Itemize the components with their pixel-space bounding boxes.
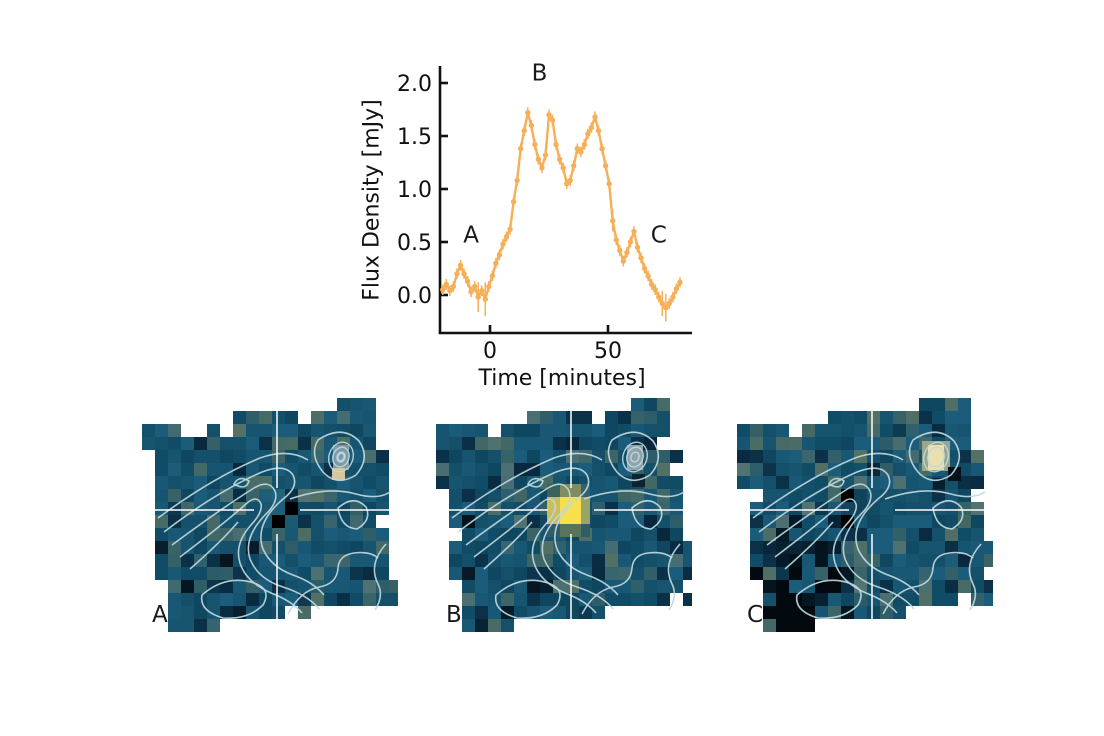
corner-ring	[922, 441, 950, 473]
annotation-c: C	[651, 223, 667, 249]
map-panel-c: C	[737, 398, 997, 642]
panel-label-a: A	[152, 602, 168, 628]
contour-lines	[451, 431, 685, 620]
corner-ring	[630, 451, 640, 463]
map-panel-b-image	[436, 398, 696, 632]
contour-lines	[157, 431, 391, 620]
contour-lines	[752, 431, 986, 620]
lightcurve-plot: 0.0 0.5 1.0 1.5 2.0 0 50 A B C	[340, 40, 710, 400]
map-panel-a-image	[142, 398, 402, 632]
panel-label-b: B	[446, 602, 462, 628]
y-axis-label: Flux Density [mJy]	[359, 99, 385, 301]
crosshair	[154, 403, 392, 620]
flux-series-markers	[440, 109, 683, 311]
x-tick-label: 0	[483, 339, 497, 364]
corner-ring	[332, 446, 350, 468]
map-panel-b: B	[436, 398, 696, 642]
y-tick-label: 2.0	[397, 72, 432, 97]
corner-ring	[337, 452, 345, 462]
panel-label-c: C	[747, 602, 764, 628]
errorbars	[442, 107, 681, 322]
map-panel-c-image	[737, 398, 997, 632]
corner-ring	[336, 451, 346, 463]
y-tick-label: 1.0	[397, 178, 432, 203]
x-tick-label: 50	[594, 339, 622, 364]
pixel-grid	[142, 398, 402, 632]
corner-ring	[327, 441, 355, 473]
flux-series-line	[441, 111, 682, 309]
crosshair	[749, 403, 987, 620]
y-tick-label: 0.0	[397, 284, 432, 309]
lightcurve-svg: 0.0 0.5 1.0 1.5 2.0 0 50 A B C	[397, 60, 692, 364]
corner-ring	[927, 446, 945, 468]
annotation-b: B	[532, 60, 548, 86]
y-tick-label: 0.5	[397, 231, 432, 256]
crosshair	[448, 403, 686, 620]
annotation-a: A	[463, 223, 479, 249]
map-panel-a: A	[142, 398, 402, 642]
x-axis-label: Time [minutes]	[478, 366, 646, 391]
pixel-grid	[737, 398, 997, 632]
corner-ring	[621, 441, 649, 473]
y-tick-label: 1.5	[397, 125, 432, 150]
corner-ring	[626, 446, 644, 468]
pixel-grid	[436, 398, 696, 632]
